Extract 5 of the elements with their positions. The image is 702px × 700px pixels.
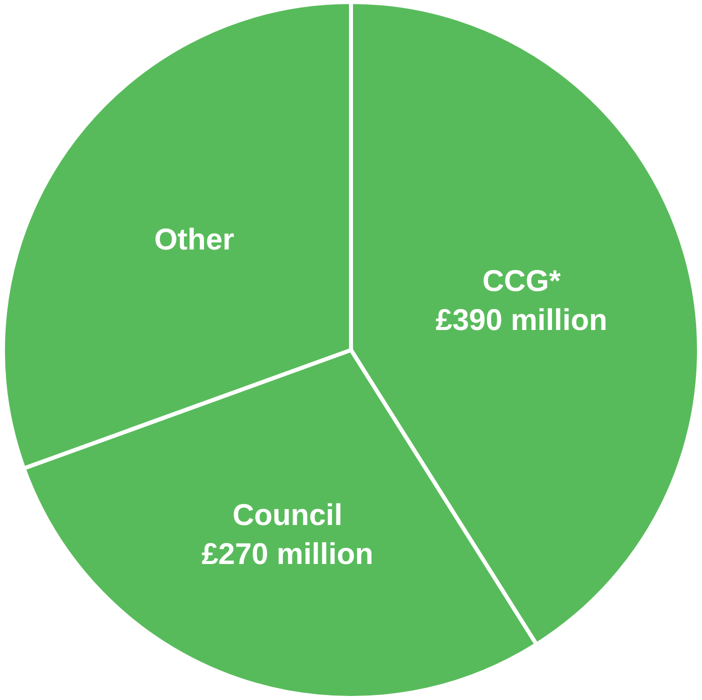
- slice-label: Other: [154, 224, 235, 257]
- data-label: £390 million: [436, 304, 608, 337]
- data-label: £270 million: [202, 538, 374, 572]
- slice-label: Council: [232, 499, 342, 532]
- slice-label: CCG*: [482, 264, 562, 298]
